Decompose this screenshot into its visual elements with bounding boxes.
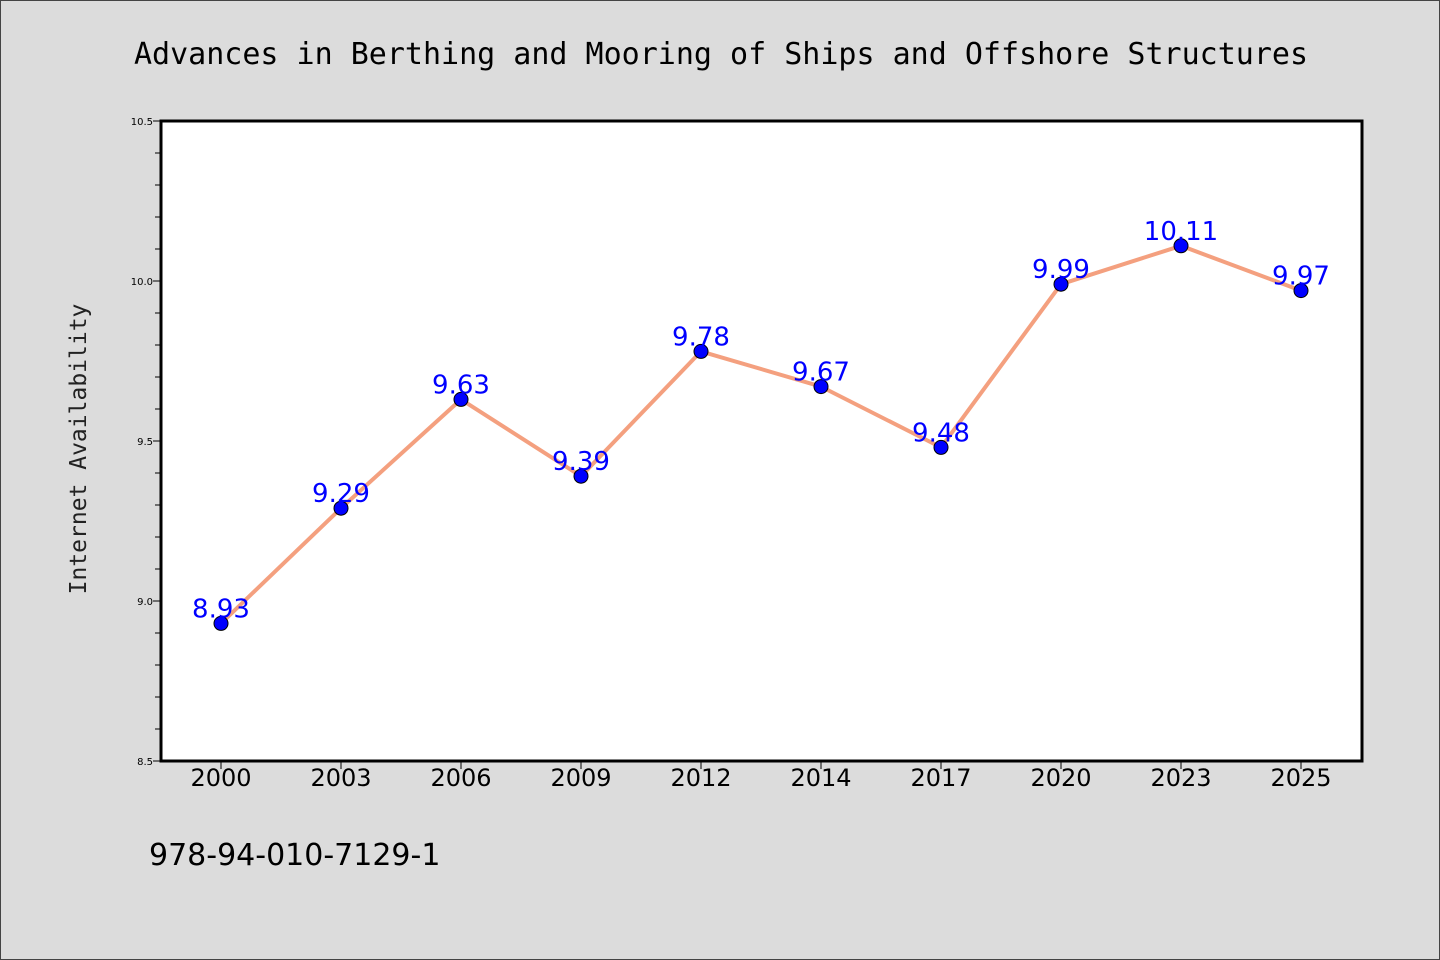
data-point xyxy=(1053,276,1069,292)
series-layer: 8.93 9.29 9.63 9.39 9.78 9.67 9.48 9.99 10.11 9.9… xyxy=(192,217,1330,631)
x-tick-label: 2003 xyxy=(310,764,371,792)
footer-identifier: 978-94-010-7129-1 xyxy=(149,838,440,873)
data-label: 9.67 xyxy=(792,358,850,388)
data-point xyxy=(693,343,709,359)
plot-area xyxy=(159,119,1364,763)
data-label: 9.97 xyxy=(1272,262,1330,292)
data-label: 8.93 xyxy=(192,594,250,624)
data-point xyxy=(213,615,229,631)
data-point xyxy=(573,468,589,484)
data-label: 9.99 xyxy=(1032,255,1090,285)
x-tick-label: 2023 xyxy=(1150,764,1211,792)
x-tick-label: 2012 xyxy=(670,764,731,792)
x-tick-label: 2009 xyxy=(550,764,611,792)
x-tick-label: 2000 xyxy=(190,764,251,792)
data-label: 9.48 xyxy=(912,418,970,448)
data-point xyxy=(813,379,829,395)
y-tick-label: 10.0 xyxy=(131,277,153,288)
data-label: 9.63 xyxy=(432,370,490,400)
data-point xyxy=(453,391,469,407)
y-axis-label: Internet Availability xyxy=(66,304,92,595)
y-axis: 8.5 9.0 9.5 10.0 10.5 xyxy=(131,117,161,768)
data-label: 9.78 xyxy=(672,322,730,352)
data-label: 9.29 xyxy=(312,479,370,509)
x-axis: 2000 2003 2006 2009 2012 2014 2017 2020 2023 2025 xyxy=(190,761,1332,792)
y-tick-label: 10.5 xyxy=(131,117,153,128)
data-point xyxy=(1173,238,1189,254)
data-label: 10.11 xyxy=(1144,217,1218,247)
y-tick-label: 8.5 xyxy=(137,757,153,768)
y-tick-label: 9.0 xyxy=(137,597,153,608)
x-tick-label: 2006 xyxy=(430,764,491,792)
x-tick-label: 2020 xyxy=(1030,764,1091,792)
chart-title: Advances in Berthing and Mooring of Ship… xyxy=(134,37,1308,72)
x-tick-label: 2025 xyxy=(1270,764,1331,792)
series-line xyxy=(219,243,1303,626)
data-point xyxy=(933,439,949,455)
data-label: 9.39 xyxy=(552,447,610,477)
data-point xyxy=(333,500,349,516)
y-tick-label: 9.5 xyxy=(137,437,153,448)
data-point xyxy=(1293,283,1309,299)
x-tick-label: 2017 xyxy=(910,764,971,792)
x-tick-label: 2014 xyxy=(790,764,851,792)
